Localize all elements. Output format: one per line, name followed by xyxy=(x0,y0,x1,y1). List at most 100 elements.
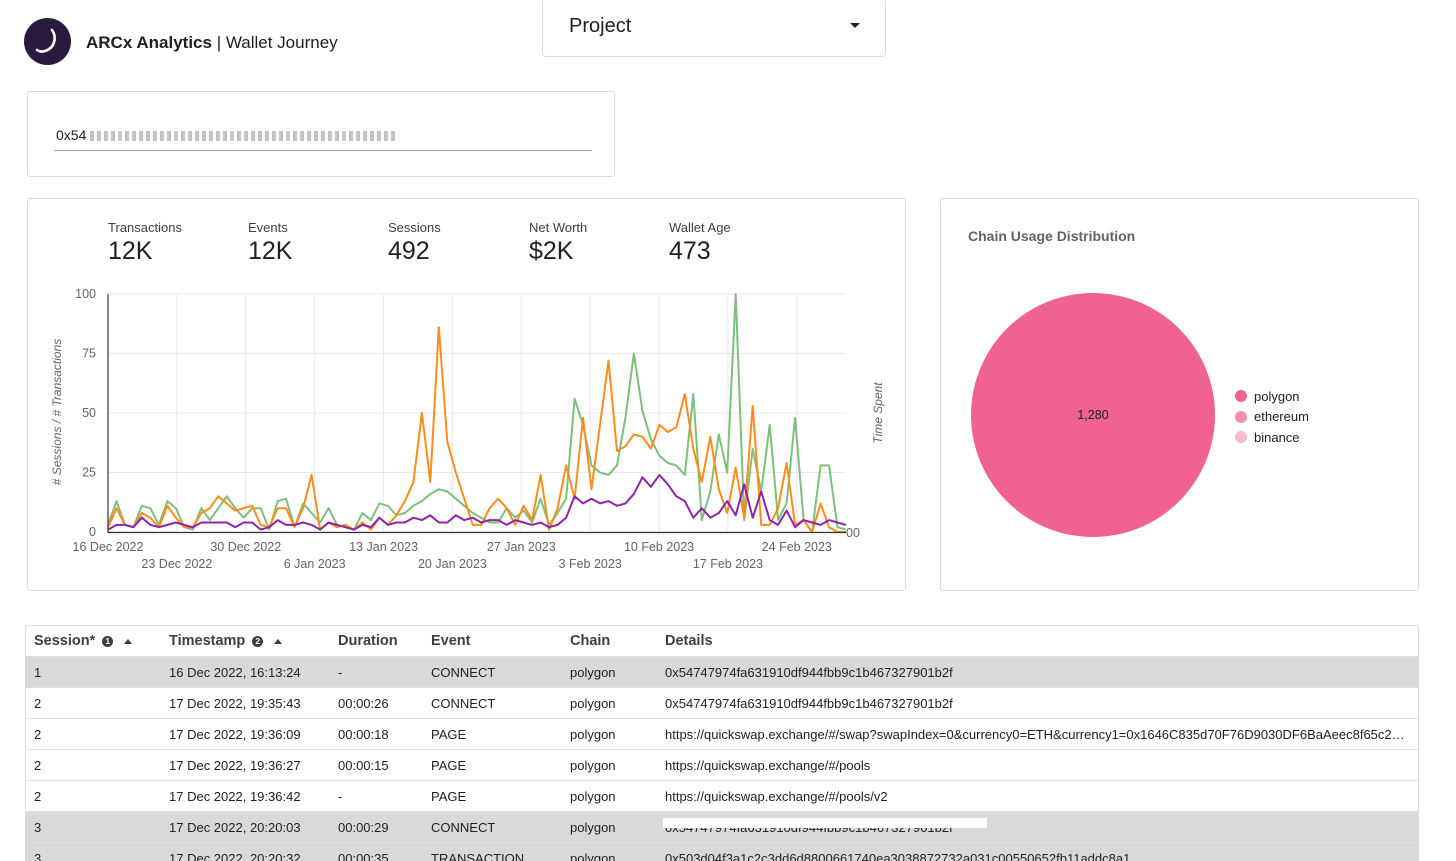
cell-duration: 00:00:26 xyxy=(338,696,389,711)
app-title: ARCx Analytics | Wallet Journey xyxy=(86,33,338,53)
cell-timestamp: 17 Dec 2022, 20:20:32 xyxy=(169,851,301,861)
chain-usage-card: Chain Usage Distribution 1,280 polygon e… xyxy=(940,198,1419,591)
sort-ascending-icon[interactable] xyxy=(124,638,133,644)
cell-event: CONNECT xyxy=(431,696,496,711)
x-tick-label: 16 Dec 2022 xyxy=(73,540,144,554)
column-header-timestamp[interactable]: Timestamp 2 xyxy=(169,633,283,649)
project-dropdown[interactable]: Project xyxy=(542,0,886,57)
cell-details: https://quickswap.exchange/#/pools/v2 xyxy=(665,789,888,804)
series-line-1 xyxy=(107,326,846,533)
column-label: Event xyxy=(431,633,471,649)
column-header-session[interactable]: Session* 1 xyxy=(34,633,133,649)
cell-event: CONNECT xyxy=(431,665,496,680)
x-tick-label: 23 Dec 2022 xyxy=(141,557,212,571)
cell-chain: polygon xyxy=(570,789,616,804)
column-label: Timestamp xyxy=(169,633,246,649)
series-line-0 xyxy=(107,293,847,533)
x-tick-label: 30 Dec 2022 xyxy=(210,540,281,554)
kpi-label: Events xyxy=(248,220,288,235)
x-tick-label: 3 Feb 2023 xyxy=(559,557,622,571)
column-header-chain[interactable]: Chain xyxy=(570,633,610,649)
legend-item-ethereum[interactable]: ethereum xyxy=(1235,407,1309,428)
cell-details: 0x503d04f3a1c2c3dd6d8800661740ea30388727… xyxy=(665,851,1131,861)
kpi-value: $2K xyxy=(529,237,574,265)
legend-swatch xyxy=(1235,390,1247,403)
legend-swatch xyxy=(1235,431,1247,444)
chain-usage-pie-chart: 1,280 xyxy=(971,293,1215,537)
cell-session: 3 xyxy=(34,851,42,861)
y2-axis-title: Time Spent xyxy=(871,382,885,444)
column-header-event[interactable]: Event xyxy=(431,633,471,649)
wallet-address-card: 0x54 xyxy=(27,91,615,177)
x-tick-label: 20 Jan 2023 xyxy=(418,557,487,571)
kpi-value: 473 xyxy=(669,237,711,265)
table-row[interactable]: 2 17 Dec 2022, 19:35:43 00:00:26 CONNECT pol… xyxy=(26,687,1418,718)
app-logo xyxy=(24,18,71,65)
kpi-sessions: Sessions 492 xyxy=(388,220,441,266)
y2-tick-label: 00 xyxy=(846,526,860,540)
brand-name: ARCx Analytics xyxy=(86,33,212,52)
x-tick-label: 24 Feb 2023 xyxy=(762,540,832,554)
table-row[interactable]: 3 17 Dec 2022, 20:20:32 00:00:35 TRANSACTIO… xyxy=(26,842,1418,861)
cell-session: 3 xyxy=(34,820,42,835)
table-header: Session* 1 Timestamp 2 Duration Event Ch… xyxy=(26,626,1418,656)
table-row[interactable]: 1 16 Dec 2022, 16:13:24 - CONNECT polygon 0x5… xyxy=(26,656,1418,687)
info-icon[interactable]: 2 xyxy=(252,635,264,647)
redacted-address-text xyxy=(90,131,395,141)
cell-timestamp: 17 Dec 2022, 19:36:09 xyxy=(169,727,301,742)
legend-label: ethereum xyxy=(1254,409,1309,425)
column-header-duration[interactable]: Duration xyxy=(338,633,398,649)
kpi-events: Events 12K xyxy=(248,220,292,266)
legend-item-binance[interactable]: binance xyxy=(1235,427,1309,448)
pie-chart-title: Chain Usage Distribution xyxy=(968,228,1136,244)
cell-duration: 00:00:29 xyxy=(338,820,389,835)
column-label: Chain xyxy=(570,633,611,649)
column-label: Session* xyxy=(34,633,96,649)
cell-duration: 00:00:35 xyxy=(338,851,389,861)
cell-timestamp: 17 Dec 2022, 19:36:27 xyxy=(169,758,301,773)
x-tick-label: 6 Jan 2023 xyxy=(284,557,346,571)
cell-chain: polygon xyxy=(570,820,616,835)
title-separator: | xyxy=(211,33,226,52)
cell-event: CONNECT xyxy=(431,820,496,835)
y-tick-label: 0 xyxy=(89,525,96,539)
column-header-details[interactable]: Details xyxy=(665,633,713,649)
kpi-label: Net Worth xyxy=(529,220,588,235)
cell-timestamp: 17 Dec 2022, 19:36:42 xyxy=(169,789,301,804)
cell-timestamp: 17 Dec 2022, 19:35:43 xyxy=(169,696,301,711)
kpi-transactions: Transactions 12K xyxy=(108,220,182,266)
kpi-label: Wallet Age xyxy=(669,220,731,235)
table-row[interactable]: 2 17 Dec 2022, 19:36:27 00:00:15 PAGE polygo… xyxy=(26,749,1418,780)
legend-item-polygon[interactable]: polygon xyxy=(1235,386,1309,407)
cell-chain: polygon xyxy=(570,696,616,711)
pie-legend: polygon ethereum binance xyxy=(1235,386,1309,448)
x-tick-label: 13 Jan 2023 xyxy=(349,540,418,554)
kpi-value: 492 xyxy=(388,237,430,265)
table-row[interactable]: 2 17 Dec 2022, 19:36:09 00:00:18 PAGE polygo… xyxy=(26,718,1418,749)
column-label: Duration xyxy=(338,633,398,649)
cell-chain: polygon xyxy=(570,727,616,742)
info-icon[interactable]: 1 xyxy=(102,635,114,647)
pie-slice-polygon[interactable] xyxy=(971,293,1215,537)
cell-details: https://quickswap.exchange/#/swap?swapIn… xyxy=(665,727,1409,742)
series-line-2 xyxy=(107,473,847,531)
wallet-address-input[interactable]: 0x54 xyxy=(54,118,592,151)
sort-ascending-icon[interactable] xyxy=(274,638,283,644)
y-axis-title: # Sessions / # Transactions xyxy=(50,339,64,486)
cell-event: TRANSACTION xyxy=(431,851,525,861)
kpi-label: Transactions xyxy=(108,220,182,235)
cell-timestamp: 17 Dec 2022, 20:20:03 xyxy=(169,820,301,835)
cell-event: PAGE xyxy=(431,758,467,773)
project-dropdown-label: Project xyxy=(569,15,632,37)
table-row[interactable]: 2 17 Dec 2022, 19:36:42 - PAGE polygon https:… xyxy=(26,780,1418,811)
cell-session: 2 xyxy=(34,758,42,773)
legend-swatch xyxy=(1235,410,1247,423)
x-tick-label: 10 Feb 2023 xyxy=(624,540,694,554)
cell-session: 1 xyxy=(34,665,42,680)
kpi-value: 12K xyxy=(248,237,293,265)
wallet-stats-card: Transactions 12K Events 12K Sessions 492… xyxy=(27,198,906,591)
x-tick-label: 27 Jan 2023 xyxy=(487,540,556,554)
wallet-events-table: Session* 1 Timestamp 2 Duration Event Ch… xyxy=(25,625,1419,861)
cell-details: 0x54747974fa631910df944fbb9c1b467327901b… xyxy=(665,696,953,711)
y-tick-label: 75 xyxy=(82,347,96,361)
